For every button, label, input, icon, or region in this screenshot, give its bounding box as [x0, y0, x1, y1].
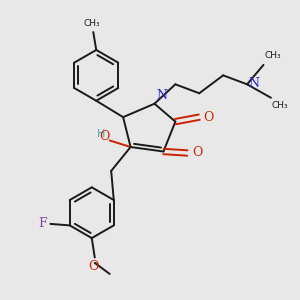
Text: N: N [248, 77, 259, 90]
Text: O: O [204, 111, 214, 124]
Text: O: O [99, 130, 110, 143]
Text: CH₃: CH₃ [83, 19, 100, 28]
Text: H: H [97, 130, 105, 140]
Text: O: O [192, 146, 202, 160]
Text: F: F [38, 218, 47, 230]
Text: CH₃: CH₃ [264, 51, 281, 60]
Text: N: N [156, 89, 167, 102]
Text: O: O [88, 260, 98, 273]
Text: CH₃: CH₃ [272, 101, 288, 110]
